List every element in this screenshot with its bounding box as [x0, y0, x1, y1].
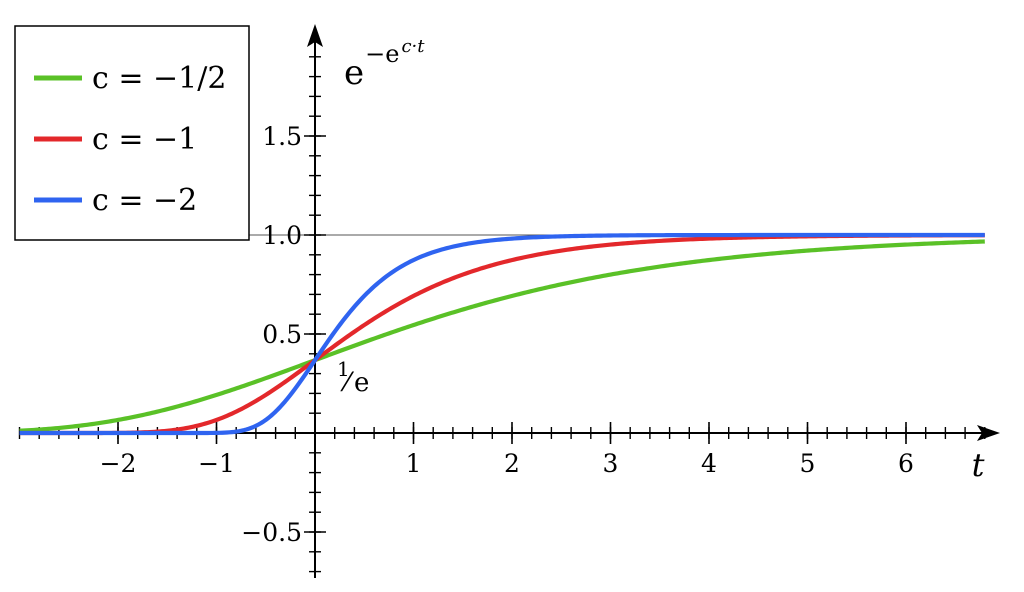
x-axis-arrowhead [977, 425, 1000, 441]
y-tick-label: 0.5 [262, 320, 302, 349]
inverse-e-annotation: 1 ⁄ e [337, 357, 369, 398]
curves [19, 232, 985, 436]
formula-exponent-prefix: −e [365, 40, 399, 68]
x-tick-label: 2 [504, 449, 520, 478]
x-tick-labels: −2 −1 1 2 3 4 5 6 [100, 449, 914, 478]
formula-label: e−e c·t [344, 36, 425, 93]
y-axis-arrowhead [307, 24, 323, 47]
major-ticks [117, 135, 907, 533]
series-line-2 [19, 233, 985, 436]
x-tick-label: 1 [406, 449, 422, 478]
legend: c = −1/2 c = −1 c = −2 [14, 25, 250, 241]
legend-box [14, 25, 250, 241]
y-tick-label: 1.5 [262, 122, 302, 151]
legend-label: c = −1 [92, 122, 197, 157]
y-tick-labels: 1.5 1.0 0.5 −0.5 [241, 122, 302, 547]
x-tick-label: 3 [603, 449, 619, 478]
formula-base: e [344, 53, 364, 93]
inverse-e-denominator: e [354, 368, 369, 398]
formula-exponent-power: c·t [401, 36, 425, 57]
legend-label: c = −2 [92, 183, 197, 218]
x-tick-label: −2 [100, 449, 137, 478]
legend-label: c = −1/2 [92, 61, 226, 96]
x-tick-label: −1 [198, 449, 235, 478]
series-line-1 [19, 239, 985, 433]
x-tick-label: 4 [701, 449, 717, 478]
y-tick-label: 1.0 [262, 221, 302, 250]
inverse-e-numerator: 1 [337, 357, 350, 381]
x-axis-label: t [972, 446, 985, 484]
y-tick-label: −0.5 [241, 518, 302, 547]
series-line-3 [19, 232, 985, 436]
x-tick-label: 6 [898, 449, 914, 478]
x-tick-label: 5 [800, 449, 816, 478]
